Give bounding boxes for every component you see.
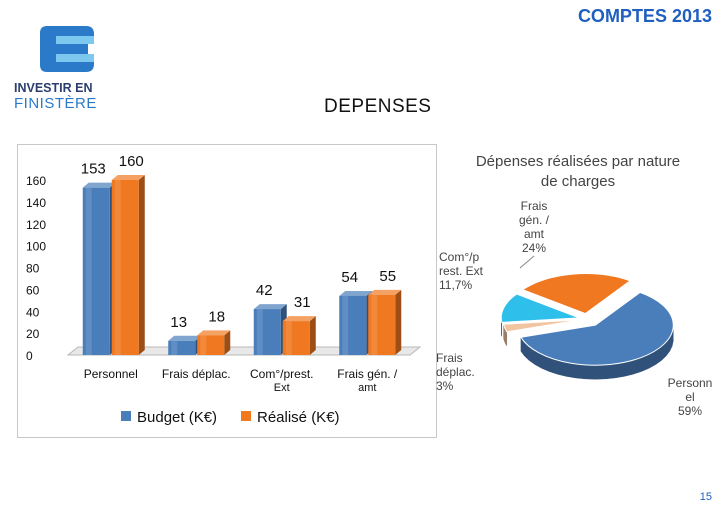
data-label-realise: 18 [208, 308, 225, 325]
bar-realise [111, 175, 145, 355]
pie-slice-side [614, 362, 625, 379]
bar-side [309, 316, 316, 355]
bar-highlight [371, 294, 378, 355]
bar-top [339, 290, 373, 296]
bar-realise [282, 316, 316, 355]
pie-slice-label: déplac. [436, 365, 475, 379]
logo-line1: INVESTIR EN [14, 81, 93, 95]
bar-side [395, 289, 402, 355]
data-label-realise: 160 [119, 153, 144, 170]
logo-line2: FINISTÈRE [14, 95, 97, 112]
x-category-label: Personnel [84, 367, 138, 381]
bar-top [111, 175, 145, 180]
bar-highlight [171, 340, 178, 355]
bar-budget [168, 335, 202, 355]
bar-top [282, 316, 316, 322]
pie-leader-line [519, 255, 535, 269]
y-tick-label: 80 [26, 262, 40, 276]
pie-slice-label: Frais [436, 351, 463, 365]
section-title: DEPENSES [324, 96, 432, 117]
bar-highlight [114, 180, 121, 355]
pie-slice-side [604, 363, 616, 380]
y-tick-label: 100 [26, 240, 46, 254]
bar-budget [339, 290, 373, 355]
pie-slice-percent: 24% [522, 241, 546, 255]
data-label-realise: 55 [379, 268, 396, 285]
y-tick-label: 120 [26, 218, 46, 232]
pie-slice-label: Frais [521, 199, 548, 213]
bar-realise [197, 330, 231, 355]
legend-swatch-budget [121, 411, 131, 421]
y-tick-label: 20 [26, 327, 40, 341]
pie-slice-side [595, 364, 606, 380]
y-tick-label: 160 [26, 174, 46, 188]
legend-label-realise: Réalisé (K€) [257, 409, 340, 426]
legend-swatch-realise [241, 411, 251, 421]
bar-top [168, 335, 202, 341]
bar-budget [82, 182, 116, 355]
pie-slice-label: amt [524, 227, 545, 241]
pie-chart: Dépenses réalisées par nature de charges P… [436, 153, 713, 418]
bar-realise [368, 289, 402, 355]
x-category-label: Frais déplac. [162, 367, 231, 381]
pie-slice [520, 291, 674, 366]
bar-top [368, 289, 402, 295]
bar-highlight [342, 295, 349, 355]
pie-slice-label: rest. Ext [439, 264, 484, 278]
pie-slice-side [575, 363, 586, 380]
pie-slice-side [624, 359, 634, 377]
data-label-budget: 13 [170, 314, 187, 331]
pie-slice-side [557, 359, 567, 377]
page-header-title: COMPTES 2013 [577, 6, 712, 26]
pie-slice-percent: 11,7% [439, 278, 472, 292]
bar-chart: 0 20 40 60 80 100 120 140 160 153 160 Personnel 13 18… [26, 153, 422, 426]
bar-chart-panel: 0 20 40 60 80 100 120 140 160 153 160 Personnel 13 18… [17, 144, 437, 438]
bar-top [253, 304, 287, 310]
y-tick-label: 0 [26, 349, 33, 363]
pie-slice [521, 273, 632, 315]
y-tick-label: 40 [26, 305, 40, 319]
bar-highlight [85, 187, 92, 355]
bar-budget [253, 304, 287, 355]
x-category-label: Ext [274, 382, 290, 394]
pie-slice-side [585, 364, 596, 380]
data-label-budget: 153 [81, 161, 106, 178]
pie-slice-percent: 3% [436, 379, 454, 393]
bar-side [138, 175, 145, 355]
finistere-e-logo-icon: INVESTIR EN FINISTÈRE [14, 26, 97, 112]
page-number: 15 [699, 491, 712, 503]
bar-highlight [256, 309, 263, 355]
bar-side [224, 330, 231, 355]
pie-slice-label: el [685, 390, 694, 404]
pie-title: Dépenses réalisées par nature [476, 153, 680, 170]
bar-highlight [200, 335, 207, 355]
x-category-label: Frais gén. / [337, 367, 398, 381]
investir-en-finistere-logo: INVESTIR EN FINISTÈRE [10, 20, 130, 115]
x-category-label: amt [358, 382, 376, 394]
pie-slice-label: Com°/p [439, 250, 479, 264]
pie-slice-side [566, 362, 577, 379]
legend-label-budget: Budget (K€) [137, 409, 217, 426]
bar-top [82, 182, 116, 188]
pie-slice [500, 293, 580, 323]
y-tick-label: 140 [26, 196, 46, 210]
data-label-budget: 54 [341, 269, 358, 286]
bar-highlight [285, 321, 292, 355]
data-label-budget: 42 [256, 282, 273, 299]
pie-slice-percent: 59% [678, 404, 702, 418]
bar-top [197, 330, 231, 336]
pie-slice-label: Personn [668, 376, 713, 390]
y-tick-label: 60 [26, 283, 40, 297]
pie-slice-label: gén. / [519, 213, 550, 227]
x-category-label: Com°/prest. [250, 367, 313, 381]
pie-slice [503, 319, 582, 333]
pie-title: de charges [541, 173, 615, 190]
pie-chart-panel: Dépenses réalisées par nature de charges P… [432, 144, 720, 444]
data-label-realise: 31 [294, 294, 311, 311]
